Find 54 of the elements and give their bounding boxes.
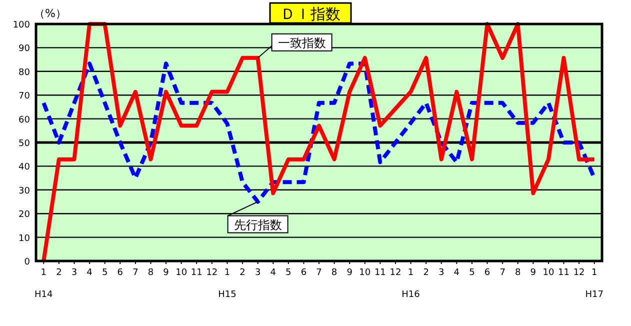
x-tick-label: 12 (573, 268, 585, 278)
x-tick-label: 2 (240, 268, 246, 278)
y-tick-label: 50 (18, 139, 30, 149)
x-tick-label: 8 (515, 268, 521, 278)
x-tick-label: 5 (286, 268, 292, 278)
x-tick-label: 11 (558, 268, 570, 278)
x-tick-label: 5 (102, 268, 108, 278)
line-series (42, 22, 596, 263)
x-tick-label: 11 (190, 268, 202, 278)
y-tick-label: 60 (18, 115, 30, 126)
y-tick-label: 90 (18, 44, 30, 54)
x-tick-label: 4 (86, 268, 93, 278)
x-tick-label: 12 (390, 268, 402, 278)
x-tick-label: 10 (176, 268, 188, 278)
y-tick-label: 30 (18, 186, 30, 196)
x-tick-label: 6 (117, 268, 124, 278)
y-tick-label: 80 (18, 68, 30, 78)
x-tick-label: 3 (254, 268, 261, 278)
y-tick-label: 10 (18, 234, 30, 244)
line-series (42, 62, 596, 204)
y-tick-label: 0 (24, 258, 30, 268)
x-tick-label: 4 (270, 268, 276, 278)
x-tick-label: 11 (374, 268, 386, 278)
x-tick-label: 8 (148, 268, 154, 278)
x-tick-label: 7 (500, 268, 506, 278)
x-tick-label: 7 (132, 268, 138, 278)
x-tick-label: 5 (469, 268, 475, 278)
x-tick-label: 6 (484, 268, 490, 278)
y-tick-label: 40 (18, 162, 30, 173)
x-tick-label: 9 (163, 268, 170, 278)
x-tick-label: 12 (206, 268, 218, 278)
y-tick-label: 70 (18, 92, 30, 102)
x-tick-label: 9 (530, 268, 536, 278)
category-label: 1 H15 (218, 268, 236, 300)
category-label: 1 H17 (585, 268, 604, 300)
x-tick-label: 10 (359, 268, 371, 278)
x-tick-label: 3 (71, 268, 78, 278)
y-tick-label: 100 (12, 20, 30, 30)
x-tick-label: 2 (423, 268, 429, 278)
x-tick-label: 2 (56, 268, 62, 278)
series-label: 先行指数 (234, 218, 282, 232)
category-label: 1 H14 (34, 268, 53, 300)
y-axis-title: （%） (34, 7, 66, 20)
category-label: 1 H16 (402, 268, 420, 300)
x-tick-label: 8 (331, 268, 338, 278)
x-tick-label: 10 (542, 268, 554, 278)
x-tick-label: 7 (316, 268, 322, 278)
x-tick-label: 6 (300, 268, 307, 278)
chart-title: ＤＩ指数 (280, 5, 340, 23)
series-label: 一致指数 (278, 36, 326, 50)
x-tick-label: 4 (454, 268, 460, 278)
y-tick-label: 20 (18, 210, 30, 220)
x-tick-label: 9 (346, 268, 353, 278)
x-tick-label: 3 (438, 268, 444, 278)
